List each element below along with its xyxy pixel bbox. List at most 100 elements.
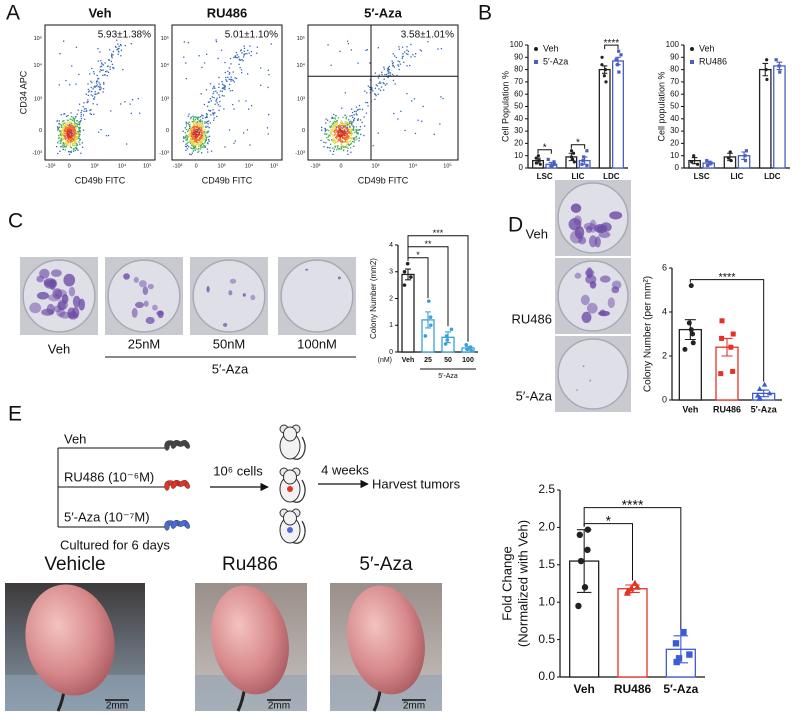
x-tick-label: Veh	[682, 404, 698, 414]
event-dot	[339, 138, 341, 140]
event-dot	[333, 139, 336, 141]
event-dot	[224, 61, 226, 64]
event-dot	[342, 125, 344, 128]
significance-label: ****	[622, 496, 644, 512]
event-dot	[340, 129, 342, 131]
event-dot	[72, 125, 74, 128]
data-point	[581, 155, 586, 159]
y-tick-label: 80	[514, 65, 523, 74]
event-dot	[341, 145, 343, 147]
event-dot	[344, 125, 346, 127]
event-dot	[111, 54, 113, 57]
event-dot	[380, 86, 383, 88]
event-dot	[191, 130, 193, 132]
x-tick-label: 10³	[218, 163, 226, 169]
event-dot	[233, 81, 235, 83]
event-dot	[346, 129, 349, 131]
event-dot	[378, 82, 380, 85]
event-dot	[202, 143, 204, 145]
event-dot	[194, 141, 196, 144]
event-dot	[63, 130, 65, 132]
event-dot	[346, 135, 348, 137]
event-dot	[346, 140, 349, 142]
event-dot	[338, 138, 340, 140]
event-dot	[76, 144, 79, 146]
event-dot	[204, 135, 206, 137]
event-dot	[350, 137, 352, 140]
event-dot	[334, 118, 336, 120]
event-dot	[193, 136, 195, 138]
event-dot	[70, 141, 72, 143]
event-dot	[200, 136, 202, 138]
event-dot	[64, 127, 66, 129]
event-dot	[374, 87, 376, 89]
event-dot	[326, 137, 328, 139]
gate-percentage: 5.93±1.38%	[98, 30, 151, 41]
data-point	[534, 156, 538, 160]
event-dot	[199, 137, 201, 139]
event-dot	[388, 71, 390, 73]
event-dot	[398, 68, 400, 71]
event-dot	[365, 49, 367, 51]
event-dot	[359, 129, 361, 131]
y-tick-label: 2	[662, 350, 667, 360]
event-dot	[199, 130, 201, 132]
event-dot	[351, 129, 353, 131]
event-dot	[334, 142, 336, 144]
event-dot	[60, 124, 62, 126]
event-dot	[90, 113, 92, 116]
data-point	[686, 651, 693, 658]
event-dot	[106, 75, 108, 77]
data-point	[534, 161, 538, 165]
event-dot	[389, 74, 391, 76]
event-dot	[395, 56, 397, 59]
event-dot	[346, 116, 348, 118]
event-dot	[361, 108, 364, 111]
event-dot	[102, 69, 104, 71]
x-tick-label: 5′-Aza	[751, 404, 778, 414]
event-dot	[219, 105, 221, 107]
event-dot	[200, 140, 202, 142]
event-dot	[215, 99, 218, 101]
event-dot	[219, 96, 221, 98]
event-dot	[63, 122, 66, 124]
event-dot	[188, 146, 190, 148]
event-dot	[70, 127, 72, 129]
group-label: Veh	[64, 431, 86, 446]
event-dot	[72, 137, 74, 140]
event-dot	[199, 129, 201, 131]
event-dot	[351, 123, 353, 125]
event-dot	[213, 85, 215, 87]
data-point	[631, 579, 639, 587]
event-dot	[192, 121, 194, 123]
event-dot	[341, 136, 343, 138]
event-dot	[91, 67, 93, 70]
event-dot	[79, 138, 81, 140]
plot-frame	[307, 24, 459, 161]
event-dot	[268, 74, 270, 76]
event-dot	[66, 130, 69, 132]
event-dot	[333, 131, 336, 133]
event-dot	[61, 134, 64, 137]
event-dot	[342, 141, 344, 143]
event-dot	[339, 124, 341, 126]
event-dot	[192, 135, 195, 137]
x-tick-label: LDC	[603, 172, 620, 181]
event-dot	[339, 129, 341, 131]
event-dot	[58, 135, 60, 137]
mouse-tail	[289, 436, 306, 460]
event-dot	[75, 136, 77, 138]
event-dot	[195, 120, 197, 122]
event-dot	[84, 118, 86, 120]
event-dot	[349, 132, 351, 134]
event-dot	[60, 142, 62, 144]
event-dot	[74, 133, 76, 135]
event-dot	[212, 87, 214, 90]
significance-bracket	[407, 235, 469, 342]
event-dot	[350, 130, 352, 132]
event-dot	[232, 71, 234, 73]
event-dot	[78, 73, 80, 76]
event-dot	[406, 46, 408, 48]
event-dot	[89, 112, 91, 115]
event-dot	[106, 65, 109, 68]
